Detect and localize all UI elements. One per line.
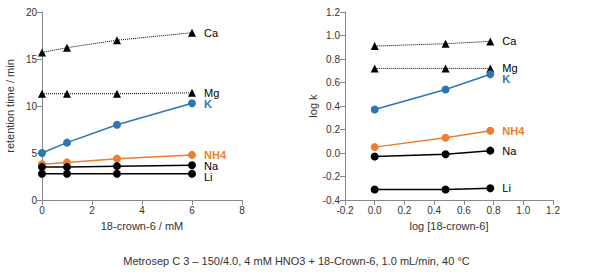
svg-text:Na: Na xyxy=(204,159,219,172)
svg-text:Metrosep C 3 – 150/4.0, 4 mM H: Metrosep C 3 – 150/4.0, 4 mM HNO3 + 18-C… xyxy=(123,255,470,267)
svg-text:K: K xyxy=(204,98,212,110)
svg-text:1.2: 1.2 xyxy=(546,205,560,216)
svg-text:-0.2: -0.2 xyxy=(336,205,354,216)
svg-text:0.6: 0.6 xyxy=(457,205,471,216)
svg-text:0.2: 0.2 xyxy=(397,205,411,216)
svg-text:0.0: 0.0 xyxy=(326,148,340,159)
svg-text:log k: log k xyxy=(307,94,319,118)
svg-text:Na: Na xyxy=(502,145,517,157)
svg-text:8: 8 xyxy=(239,205,245,216)
svg-text:18-crown-6 / mM: 18-crown-6 / mM xyxy=(101,220,184,232)
svg-text:15: 15 xyxy=(26,54,38,65)
svg-text:1.0: 1.0 xyxy=(516,205,530,216)
svg-text:log [18-crown-6]: log [18-crown-6] xyxy=(410,220,489,232)
svg-text:0.4: 0.4 xyxy=(427,205,441,216)
svg-text:Ca: Ca xyxy=(502,35,517,47)
svg-text:10: 10 xyxy=(26,101,38,112)
svg-text:5: 5 xyxy=(31,148,37,159)
svg-text:0: 0 xyxy=(31,195,37,206)
svg-text:0.0: 0.0 xyxy=(368,205,382,216)
svg-text:Li: Li xyxy=(204,171,213,183)
svg-text:0.8: 0.8 xyxy=(326,54,340,65)
svg-text:0.6: 0.6 xyxy=(326,77,340,88)
svg-text:K: K xyxy=(502,73,510,85)
svg-text:Mg: Mg xyxy=(502,62,518,75)
svg-text:Mg: Mg xyxy=(204,86,220,99)
svg-text:4: 4 xyxy=(139,205,145,216)
svg-text:6: 6 xyxy=(189,205,195,216)
svg-text:-0.4: -0.4 xyxy=(322,194,340,206)
svg-text:0: 0 xyxy=(39,205,45,216)
svg-text:Li: Li xyxy=(502,182,511,194)
svg-text:20: 20 xyxy=(26,7,38,18)
svg-text:0.2: 0.2 xyxy=(326,124,340,135)
svg-text:retention time / min: retention time / min xyxy=(4,59,16,153)
svg-text:1.2: 1.2 xyxy=(326,7,340,18)
svg-text:0.8: 0.8 xyxy=(487,205,501,216)
svg-text:Ca: Ca xyxy=(204,27,219,39)
svg-text:-0.2: -0.2 xyxy=(323,171,341,182)
svg-text:NH4: NH4 xyxy=(204,148,226,161)
svg-text:1.0: 1.0 xyxy=(326,30,340,41)
svg-text:2: 2 xyxy=(89,205,95,216)
svg-text:NH4: NH4 xyxy=(502,125,525,137)
svg-text:0.4: 0.4 xyxy=(326,101,340,112)
